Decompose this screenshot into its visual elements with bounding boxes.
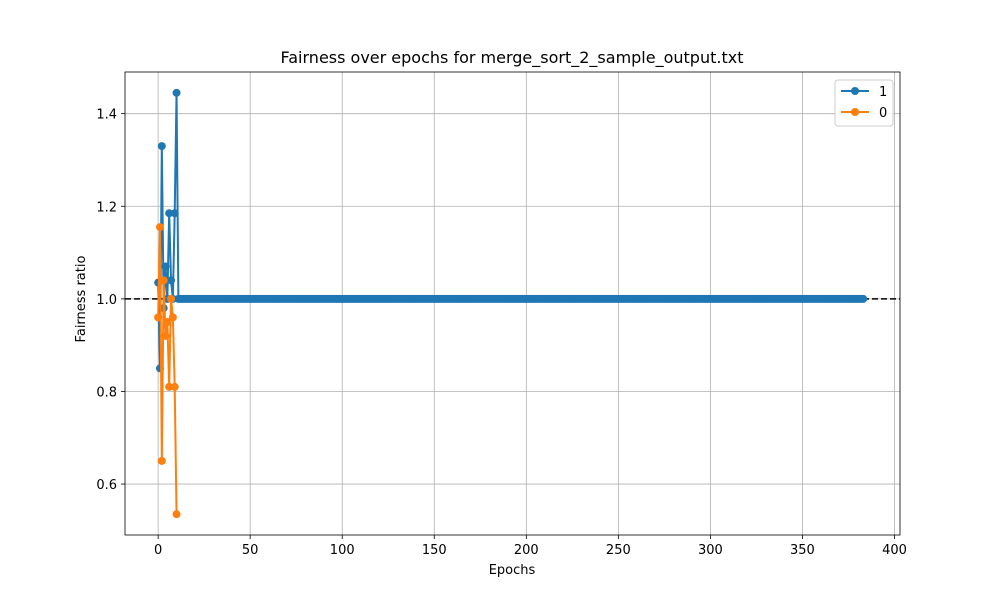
- y-tick-label: 1.0: [96, 293, 117, 308]
- legend-marker: [851, 108, 859, 116]
- x-tick-label: 350: [790, 543, 815, 558]
- data-point: [161, 331, 170, 340]
- legend-marker: [851, 87, 859, 95]
- legend-label: 1: [879, 85, 887, 100]
- x-tick-label: 200: [514, 543, 539, 558]
- y-axis-label: Fairness ratio: [74, 256, 89, 343]
- data-point: [172, 88, 181, 97]
- data-point: [157, 456, 166, 465]
- data-point: [165, 209, 174, 218]
- y-tick-label: 0.6: [96, 478, 117, 493]
- series-layer: [154, 88, 868, 519]
- x-tick-label: 50: [242, 543, 259, 558]
- legend-label: 0: [879, 106, 887, 121]
- data-point: [159, 276, 168, 285]
- data-point: [167, 276, 176, 285]
- data-point: [157, 142, 166, 151]
- grid: [125, 72, 900, 535]
- data-point: [155, 223, 164, 232]
- plot-frame: [124, 71, 901, 536]
- series-1: [154, 88, 868, 373]
- data-point: [170, 382, 179, 391]
- x-tick-label: 300: [698, 543, 723, 558]
- data-point: [167, 294, 176, 303]
- data-point: [165, 382, 174, 391]
- x-tick-label: 0: [154, 543, 162, 558]
- series-0: [154, 223, 181, 519]
- x-axis-label: Epochs: [489, 563, 536, 578]
- data-point: [168, 313, 177, 322]
- x-tick-label: 400: [882, 543, 907, 558]
- chart-title: Fairness over epochs for merge_sort_2_sa…: [281, 48, 744, 68]
- y-tick-label: 0.8: [96, 385, 117, 400]
- y-tick-label: 1.4: [96, 108, 117, 123]
- data-point: [163, 318, 172, 327]
- data-point: [154, 313, 163, 322]
- y-tick-label: 1.2: [96, 200, 117, 215]
- x-tick-label: 250: [606, 543, 631, 558]
- x-tick-label: 100: [330, 543, 355, 558]
- axes: [124, 71, 901, 536]
- data-point: [170, 209, 179, 218]
- x-tick-label: 150: [422, 543, 447, 558]
- data-point: [859, 294, 868, 303]
- ticks: 0 50 100 150 200 250 300 350 400 0.6 0.8 1.0 1.2 1.4: [96, 108, 907, 558]
- series-line: [157, 91, 864, 370]
- data-point: [172, 510, 181, 519]
- data-point: [161, 262, 170, 271]
- legend: 10: [834, 79, 894, 127]
